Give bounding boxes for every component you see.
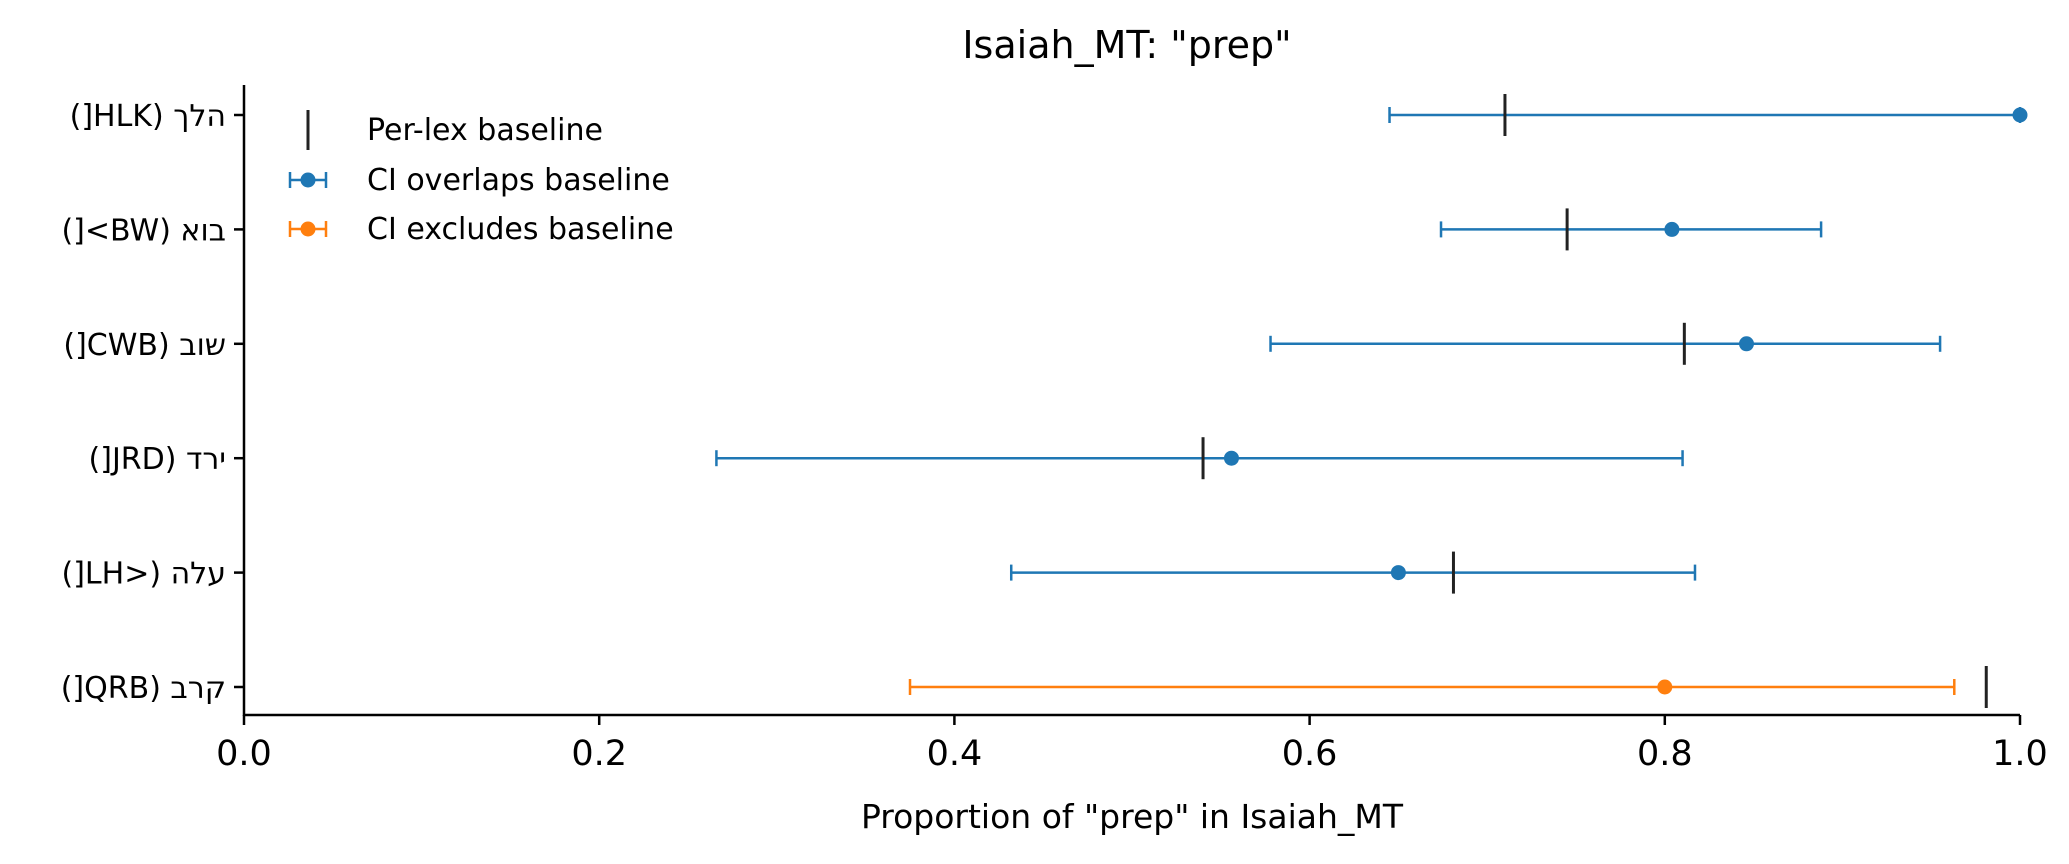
x-axis-label: Proportion of "prep" in Isaiah_MT	[861, 797, 1404, 836]
legend: Per-lex baseline CI overlaps baseline CI e…	[288, 110, 674, 247]
x-tick-label: 0.8	[1637, 734, 1693, 774]
y-tick-label: עלה (<LH[)	[61, 557, 226, 592]
x-tick-label: 1.0	[1992, 734, 2048, 774]
axes	[242, 85, 2020, 717]
estimate-point	[1223, 450, 1239, 466]
legend-label: CI overlaps baseline	[367, 163, 670, 198]
legend-label-baseline: Per-lex baseline	[367, 113, 603, 148]
x-tick-label: 0.0	[216, 734, 272, 774]
estimate-point	[1664, 221, 1680, 237]
x-tick-label: 0.2	[571, 734, 627, 774]
estimate-point	[1657, 679, 1673, 695]
legend-point-marker	[300, 172, 316, 188]
estimate-point	[2012, 107, 2028, 123]
y-tick-label: הלך (HLK[)	[70, 99, 226, 134]
x-tick-label: 0.6	[1282, 734, 1338, 774]
y-tick-label: שוב (CWB[)	[63, 328, 226, 363]
y-tick-label: קרב (QRB[)	[61, 671, 226, 706]
estimate-point	[1390, 565, 1406, 581]
x-ticks: 0.0 0.2 0.4 0.6 0.8 1.0	[216, 715, 2048, 774]
y-tick-label: בוא (BW>[)	[61, 213, 226, 248]
legend-label: CI excludes baseline	[367, 212, 674, 247]
chart-title: Isaiah_MT: "prep"	[962, 23, 1291, 67]
y-tick-label: ירד (JRD[)	[89, 442, 226, 477]
x-tick-label: 0.4	[927, 734, 983, 774]
y-ticks: הלך (HLK[) בוא (BW>[) שוב (CWB[) ירד (JRD[)…	[61, 99, 244, 706]
estimate-point	[1738, 336, 1754, 352]
plot-marks	[715, 94, 2028, 708]
legend-point-marker	[300, 221, 316, 237]
